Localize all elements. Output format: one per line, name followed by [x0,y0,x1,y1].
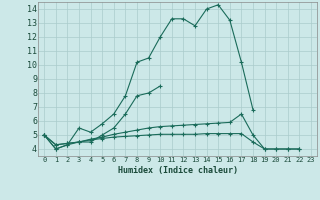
X-axis label: Humidex (Indice chaleur): Humidex (Indice chaleur) [118,166,238,175]
